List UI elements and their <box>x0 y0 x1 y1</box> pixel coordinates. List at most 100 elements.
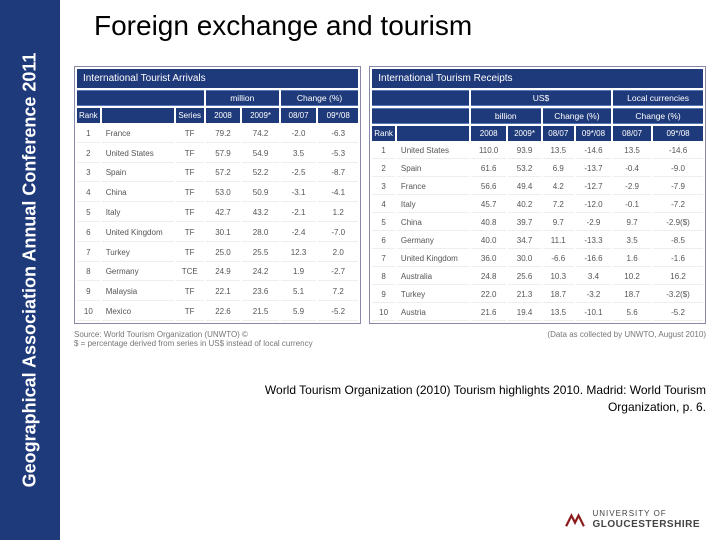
table-row: 7United Kingdom36.030.0-6.6-16.61.6-1.6 <box>372 251 703 267</box>
table-cell: 43.2 <box>242 204 279 222</box>
table-cell: 19.4 <box>508 305 540 321</box>
table-cell: -14.6 <box>576 143 611 159</box>
table-row: 8GermanyTCE24.924.21.9-2.7 <box>77 264 358 282</box>
table-cell: -2.1 <box>281 204 316 222</box>
table-cell: Italy <box>102 204 174 222</box>
table-cell: 13.5 <box>543 305 574 321</box>
table-cell: -0.4 <box>613 161 651 177</box>
table-row: 1FranceTF79.274.2-2.0-6.3 <box>77 125 358 143</box>
footnote-dollar: $ = percentage derived from series in US… <box>74 339 313 348</box>
receipts-group-usd: US$ <box>471 90 611 106</box>
arrivals-colheads: RankSeries20082009*08/0709*/08 <box>77 108 358 123</box>
table-cell: 57.2 <box>206 165 241 183</box>
logo-line2: GLOUCESTERSHIRE <box>592 519 700 530</box>
table-cell: 24.9 <box>206 264 241 282</box>
table-cell: 22.6 <box>206 303 241 321</box>
table-cell: United Kingdom <box>102 224 174 242</box>
table-cell: 24.8 <box>471 269 507 285</box>
col-header: 2008 <box>206 108 241 123</box>
table-row: 5ItalyTF42.743.2-2.11.2 <box>77 204 358 222</box>
table-cell: 53.0 <box>206 184 241 202</box>
table-row: 5China40.839.79.7-2.99.7-2.9($) <box>372 215 703 231</box>
receipts-sub-change1: Change (%) <box>543 108 611 124</box>
table-cell: 1.6 <box>613 251 651 267</box>
table-cell: Mexico <box>102 303 174 321</box>
col-header: 08/07 <box>613 126 651 141</box>
table-cell: -6.6 <box>543 251 574 267</box>
table-cell: 110.0 <box>471 143 507 159</box>
receipts-body: 1United States110.093.913.5-14.613.5-14.… <box>372 143 703 321</box>
table-cell: 5.6 <box>613 305 651 321</box>
table-cell: Turkey <box>102 244 174 262</box>
table-row: 1United States110.093.913.5-14.613.5-14.… <box>372 143 703 159</box>
table-cell: 9.7 <box>543 215 574 231</box>
table-cell: Spain <box>102 165 174 183</box>
table-cell: TF <box>176 165 204 183</box>
table-cell: -9.0 <box>653 161 703 177</box>
table-cell: 12.3 <box>281 244 316 262</box>
table-cell: France <box>102 125 174 143</box>
receipts-colheads: Rank20082009*08/0709*/0808/0709*/08 <box>372 126 703 141</box>
table-cell: 23.6 <box>242 283 279 301</box>
table-cell: Germany <box>397 233 469 249</box>
table-cell: 57.9 <box>206 145 241 163</box>
receipts-table: International Tourism Receipts US$ Local… <box>369 66 706 324</box>
table-row: 9MalaysiaTF22.123.65.17.2 <box>77 283 358 301</box>
table-cell: -2.4 <box>281 224 316 242</box>
table-cell: 45.7 <box>471 197 507 213</box>
table-cell: -12.0 <box>576 197 611 213</box>
table-cell: 39.7 <box>508 215 540 231</box>
table-row: 10Austria21.619.413.5-10.15.6-5.2 <box>372 305 703 321</box>
table-cell: -7.2 <box>653 197 703 213</box>
receipts-group-local: Local currencies <box>613 90 703 106</box>
table-cell: Italy <box>397 197 469 213</box>
table-row: 6United KingdomTF30.128.0-2.4-7.0 <box>77 224 358 242</box>
table-cell: 21.5 <box>242 303 279 321</box>
table-cell: TF <box>176 145 204 163</box>
table-row: 8Australia24.825.610.33.410.216.2 <box>372 269 703 285</box>
main-content: Foreign exchange and tourism Internation… <box>60 0 720 540</box>
table-cell: -1.6 <box>653 251 703 267</box>
table-cell: -7.0 <box>318 224 358 242</box>
table-cell: 3 <box>77 165 100 183</box>
table-cell: 8 <box>77 264 100 282</box>
table-cell: -10.1 <box>576 305 611 321</box>
table-cell: 25.0 <box>206 244 241 262</box>
table-cell: 50.9 <box>242 184 279 202</box>
table-cell: 79.2 <box>206 125 241 143</box>
table-row: 4ChinaTF53.050.9-3.1-4.1 <box>77 184 358 202</box>
table-cell: 7.2 <box>318 283 358 301</box>
table-cell: 22.1 <box>206 283 241 301</box>
table-cell: China <box>397 215 469 231</box>
col-header <box>397 126 469 141</box>
table-cell: TF <box>176 244 204 262</box>
table-cell: United States <box>397 143 469 159</box>
table-cell: 1 <box>372 143 395 159</box>
col-header: 2008 <box>471 126 507 141</box>
table-cell: Malaysia <box>102 283 174 301</box>
table-cell: -16.6 <box>576 251 611 267</box>
table-cell: -3.2 <box>576 287 611 303</box>
table-cell: 21.6 <box>471 305 507 321</box>
citation: World Tourism Organization (2010) Touris… <box>74 382 706 416</box>
table-row: 6Germany40.034.711.1-13.33.5-8.5 <box>372 233 703 249</box>
citation-line2: Organization, p. 6. <box>608 400 706 414</box>
table-cell: -2.0 <box>281 125 316 143</box>
table-cell: 28.0 <box>242 224 279 242</box>
table-cell: 1.9 <box>281 264 316 282</box>
table-cell: 3.5 <box>613 233 651 249</box>
col-header <box>102 108 174 123</box>
table-cell: -5.3 <box>318 145 358 163</box>
table-row: 3France56.649.44.2-12.7-2.9-7.9 <box>372 179 703 195</box>
table-cell: United Kingdom <box>397 251 469 267</box>
table-cell: TF <box>176 125 204 143</box>
col-header: 09*/08 <box>576 126 611 141</box>
table-cell: 53.2 <box>508 161 540 177</box>
logo-icon <box>564 512 586 528</box>
table-cell: Austria <box>397 305 469 321</box>
table-cell: 1.2 <box>318 204 358 222</box>
table-cell: 10.3 <box>543 269 574 285</box>
citation-line1: World Tourism Organization (2010) Touris… <box>265 383 706 397</box>
table-cell: 2 <box>372 161 395 177</box>
table-cell: -13.7 <box>576 161 611 177</box>
